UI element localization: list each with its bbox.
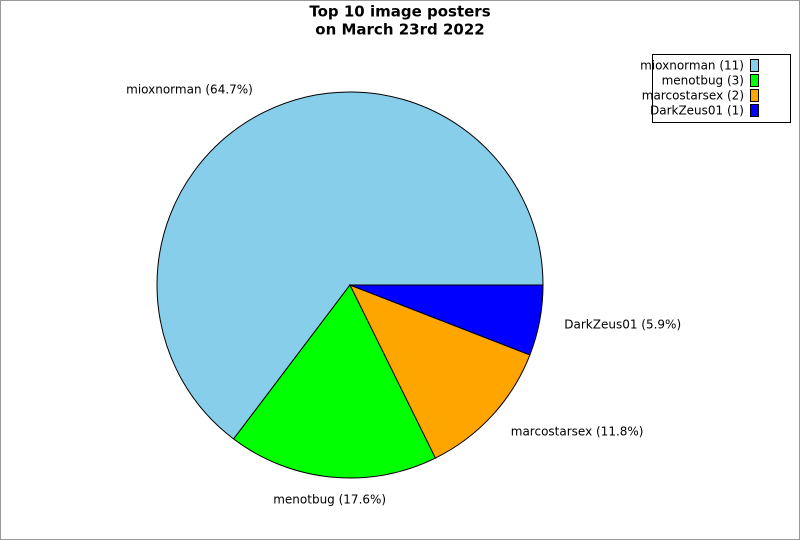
slice-label: mioxnorman (64.7%) — [126, 82, 253, 96]
legend-swatch — [750, 104, 759, 117]
legend-swatch — [750, 89, 759, 102]
legend-label: DarkZeus01 (1) — [650, 104, 744, 118]
legend-box — [652, 54, 791, 123]
chart-title: on March 23rd 2022 — [315, 21, 484, 39]
pie-slice — [232, 284, 437, 479]
legend-label: marcostarsex (2) — [642, 89, 744, 103]
slice-label: DarkZeus01 (5.9%) — [564, 318, 681, 332]
slice-label: marcostarsex (11.8%) — [511, 425, 644, 439]
chart-title: Top 10 image posters — [309, 3, 490, 21]
legend-label: menotbug (3) — [662, 74, 744, 88]
legend-swatch — [750, 59, 759, 72]
slice-label: menotbug (17.6%) — [273, 493, 386, 507]
legend-swatch — [750, 74, 759, 87]
pie-slice — [156, 91, 544, 440]
legend-label: mioxnorman (11) — [640, 59, 744, 73]
pie-slice — [349, 284, 544, 356]
pie-slice — [348, 284, 531, 459]
